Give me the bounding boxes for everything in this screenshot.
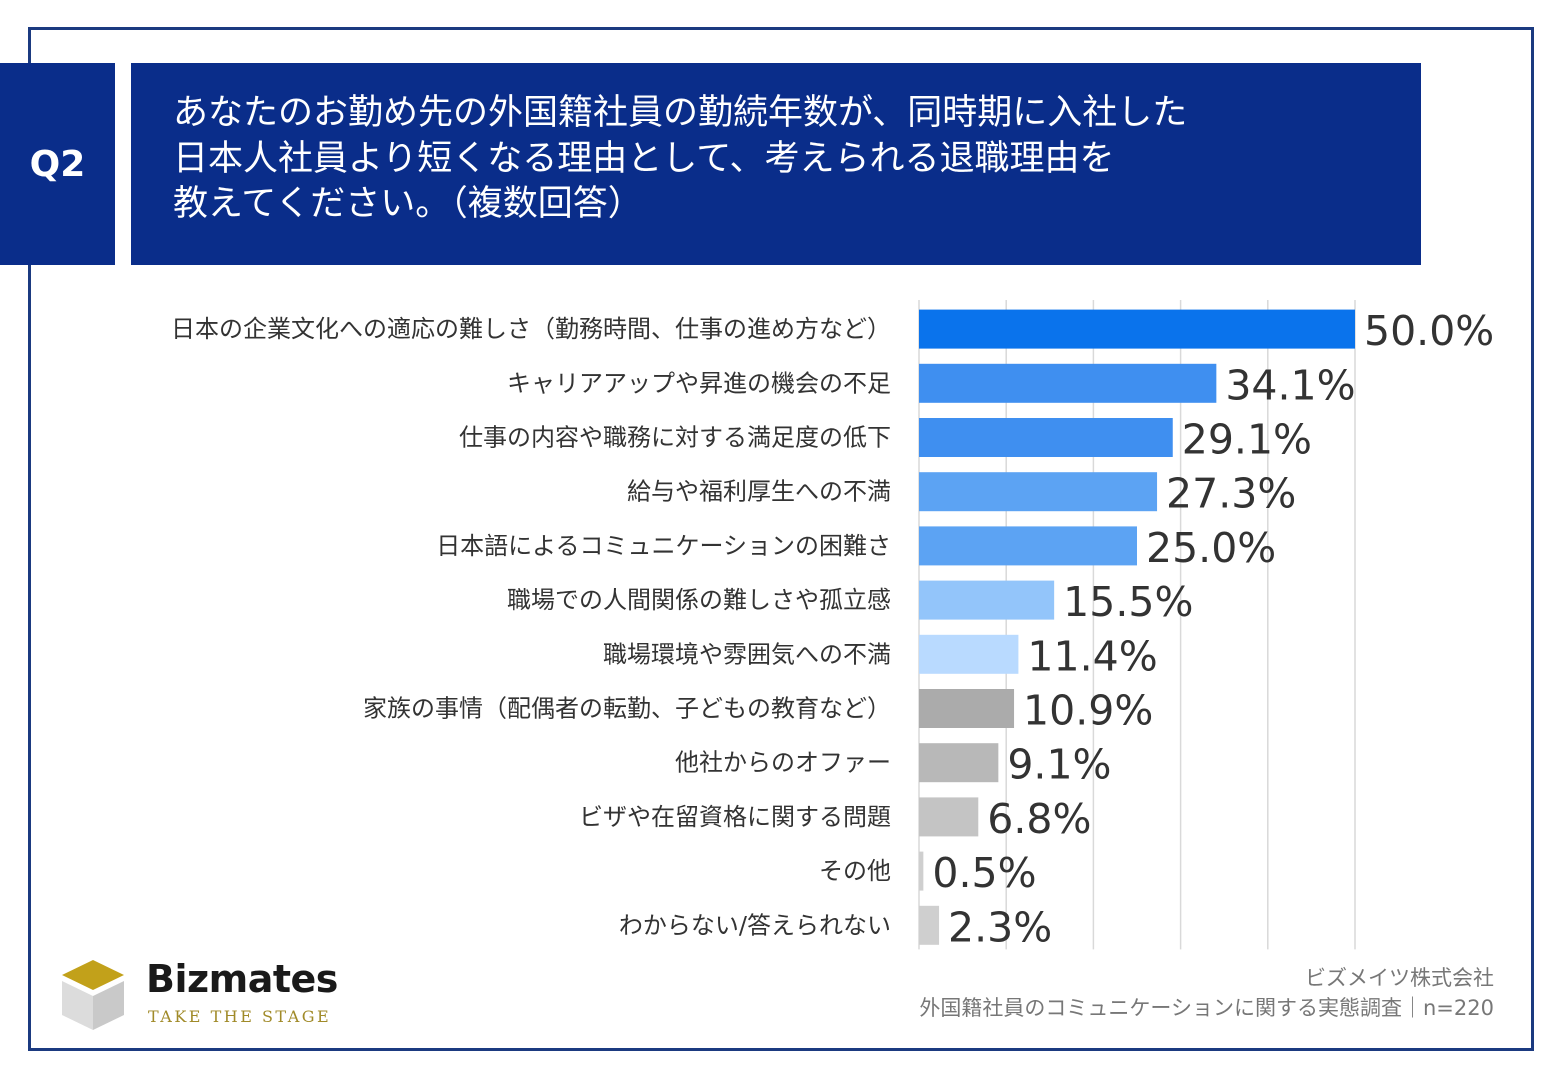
source-note: ビズメイツ株式会社 外国籍社員のコミュニケーションに関する実態調査｜n=220 — [919, 964, 1494, 1024]
chart-frame — [28, 27, 1534, 1051]
bar — [919, 797, 979, 837]
category-label: 日本の企業文化への適応の難しさ（勤務時間、仕事の進め方など） — [171, 315, 891, 343]
value-label: 0.5% — [932, 849, 1036, 897]
category-label: 家族の事情（配偶者の転勤、子どもの教育など） — [363, 695, 891, 723]
bar — [919, 580, 1055, 620]
category-label: ビザや在留資格に関する問題 — [579, 803, 891, 831]
value-label: 9.1% — [1007, 741, 1111, 789]
category-label: その他 — [819, 857, 891, 885]
value-label: 27.3% — [1166, 470, 1296, 518]
bar — [919, 526, 1137, 566]
bar — [919, 905, 940, 945]
bar — [919, 634, 1019, 674]
question-tag: Q2 — [0, 63, 115, 265]
category-label: キャリアアップや昇進の機会の不足 — [507, 369, 891, 397]
category-label: 日本語によるコミュニケーションの困難さ — [436, 532, 891, 560]
brand-name: Bizmates — [146, 957, 338, 1001]
bizmates-logo: Bizmates TAKE THE STAGE — [60, 953, 360, 1033]
question-title-line-1: あなたのお勤め先の外国籍社員の勤続年数が、同時期に入社した — [173, 93, 1188, 133]
value-label: 15.5% — [1063, 578, 1193, 626]
question-title-line-3: 教えてください。（複数回答） — [173, 184, 643, 224]
value-label: 2.3% — [948, 903, 1052, 951]
question-title-line-2: 日本人社員より短くなる理由として、考えられる退職理由を — [173, 138, 1115, 179]
question-title: あなたのお勤め先の外国籍社員の勤続年数が、同時期に入社した 日本人社員より短くな… — [131, 63, 1421, 265]
category-label: 仕事の内容や職務に対する満足度の低下 — [459, 424, 891, 452]
bar — [919, 689, 1015, 728]
value-label: 11.4% — [1027, 632, 1157, 680]
value-label: 10.9% — [1023, 687, 1153, 735]
value-label: 34.1% — [1225, 361, 1355, 409]
value-label: 25.0% — [1146, 524, 1276, 572]
category-label: 他社からのオファー — [675, 749, 891, 777]
bar — [919, 851, 924, 891]
value-label: 50.0% — [1364, 307, 1494, 355]
cube-logo-icon — [62, 960, 124, 1030]
bar — [919, 472, 1158, 512]
source-company: ビズメイツ株式会社 — [1305, 966, 1494, 990]
value-label: 6.8% — [987, 795, 1091, 843]
bar — [919, 743, 999, 783]
value-label: 29.1% — [1182, 416, 1312, 464]
category-label: 職場での人間関係の難しさや孤立感 — [507, 586, 891, 614]
source-survey: 外国籍社員のコミュニケーションに関する実態調査｜n=220 — [919, 995, 1494, 1020]
brand-tagline: TAKE THE STAGE — [148, 1007, 332, 1026]
category-label: 職場環境や雰囲気への不満 — [603, 640, 891, 668]
bar — [919, 418, 1173, 457]
category-label: 給与や福利厚生への不満 — [627, 478, 891, 506]
category-label: わからない/答えられない — [619, 911, 891, 939]
bar — [919, 363, 1217, 403]
bar — [919, 309, 1355, 349]
